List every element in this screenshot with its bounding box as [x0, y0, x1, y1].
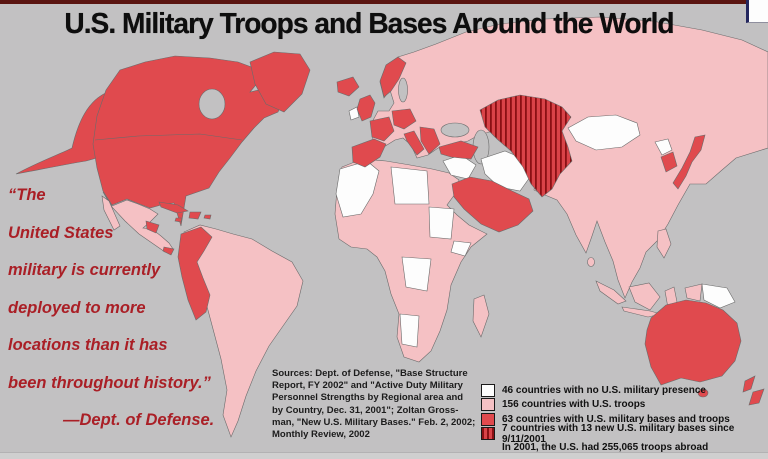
region-namibia: [399, 313, 420, 348]
legend-label: 156 countries with U.S. troops: [502, 399, 646, 411]
legend-footnote: In 2001, the U.S. had 255,065 troops abr…: [502, 442, 709, 453]
region-mongolia: [567, 114, 641, 151]
region-iberia: [351, 138, 387, 168]
baltic-sea: [398, 77, 408, 103]
region-panama: [162, 246, 175, 256]
quote-line: “The: [8, 186, 46, 204]
sources-line: by Country, Dec. 31, 2001"; Zoltan Gross…: [272, 404, 459, 416]
bottom-border: [0, 452, 768, 459]
region-puerto-rico: [203, 214, 212, 220]
region-papua-new-guinea: [701, 283, 736, 309]
map-legend: 46 countries with no U.S. military prese…: [481, 383, 768, 455]
region-sumatra: [595, 280, 627, 305]
legend-label: 63 countries with U.S. military bases an…: [502, 413, 730, 425]
region-philippines: [656, 228, 672, 259]
quote-block: “The United States military is currently…: [8, 186, 248, 449]
legend-label: 46 countries with no U.S. military prese…: [502, 384, 706, 396]
region-iceland: [336, 76, 360, 97]
page-title: U.S. Military Troops and Bases Around th…: [64, 8, 674, 40]
legend-label: 7 countries with 13 new U.S. military ba…: [502, 422, 735, 445]
region-honduras: [145, 220, 160, 234]
sources-line: Sources: Dept. of Defense, "Base Structu…: [272, 368, 468, 379]
region-central-asia-new-bases: [479, 94, 573, 198]
quote-line: been throughout history.”: [8, 373, 211, 392]
quote-line: deployed to more: [8, 298, 146, 317]
region-new-zealand-south: [748, 388, 765, 406]
region-borneo: [628, 282, 661, 311]
region-tasmania: [697, 388, 709, 398]
sources-line: Personnel Strengths by Regional area and: [272, 392, 464, 404]
region-balkans: [419, 126, 441, 155]
region-baja: [101, 195, 121, 231]
legend-swatch-bases: [481, 412, 495, 426]
us-canada-border: [94, 133, 243, 141]
region-dr-congo: [401, 256, 432, 292]
region-australia: [644, 299, 742, 386]
legend-item-no-presence: 46 countries with no U.S. military prese…: [481, 383, 768, 397]
region-west-new-guinea: [684, 283, 703, 302]
region-sri-lanka: [587, 257, 595, 267]
black-sea: [440, 122, 470, 138]
region-south-korea: [660, 151, 678, 173]
region-north-korea: [654, 138, 673, 156]
region-greenland: [249, 51, 311, 113]
region-jamaica: [174, 217, 183, 223]
region-sudan: [428, 206, 455, 240]
sources-line: man, "New U.S. Military Bases." Feb. 2, …: [272, 416, 476, 428]
sources-line: Monthly Review, 2002: [272, 429, 370, 441]
legend-item-troops: 156 countries with U.S. troops: [481, 398, 768, 412]
region-madagascar: [472, 294, 490, 338]
region-uk: [356, 94, 376, 122]
region-cuba: [158, 201, 189, 214]
region-arabia: [451, 176, 534, 233]
legend-swatch-new-bases: [481, 427, 495, 441]
region-germany: [391, 108, 417, 130]
hudson-bay: [198, 88, 226, 120]
region-turkey: [438, 140, 479, 160]
region-norway: [379, 56, 407, 98]
region-canada-usa: [92, 55, 285, 227]
region-iran: [480, 150, 531, 192]
legend-item-bases: 63 countries with U.S. military bases an…: [481, 412, 768, 426]
window-corner-artifact: [746, 0, 768, 23]
region-france: [369, 116, 395, 142]
region-japan: [672, 134, 706, 190]
region-ireland: [348, 106, 360, 121]
region-libya: [390, 166, 430, 205]
quote-line: United States: [8, 223, 114, 242]
region-andes: [177, 226, 213, 321]
quote-attribution: —Dept. of Defense.: [63, 411, 215, 429]
region-new-zealand-north: [742, 375, 756, 393]
legend-swatch-none: [481, 383, 495, 397]
legend-item-new-bases: 7 countries with 13 new U.S. military ba…: [481, 423, 768, 445]
region-south-america-troops: [183, 224, 304, 438]
sources-line: Report, FY 2002" and "Active Duty Milita…: [272, 380, 463, 392]
quote-line: locations than it has: [8, 336, 168, 354]
top-border: [0, 0, 768, 4]
legend-swatch-troops: [481, 398, 495, 412]
sources-note: Sources: Dept. of Defense, "Base Structu…: [272, 368, 482, 441]
region-italy: [403, 130, 425, 156]
region-hispaniola: [188, 211, 202, 220]
quote-line: military is currently: [8, 261, 161, 279]
region-ethiopia: [450, 240, 472, 257]
